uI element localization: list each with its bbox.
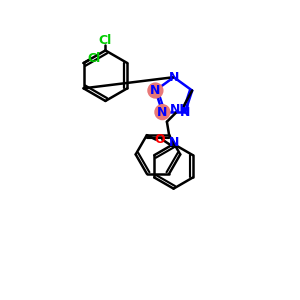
Text: NH: NH xyxy=(170,103,190,116)
Circle shape xyxy=(155,105,170,120)
Text: Cl: Cl xyxy=(99,34,112,46)
Text: Cl: Cl xyxy=(87,52,101,65)
Text: N: N xyxy=(169,71,179,84)
Circle shape xyxy=(148,83,163,98)
Text: N: N xyxy=(168,136,179,149)
Text: O: O xyxy=(154,133,165,146)
Text: N: N xyxy=(180,106,190,118)
Text: N: N xyxy=(150,84,161,97)
Text: N: N xyxy=(157,106,168,118)
